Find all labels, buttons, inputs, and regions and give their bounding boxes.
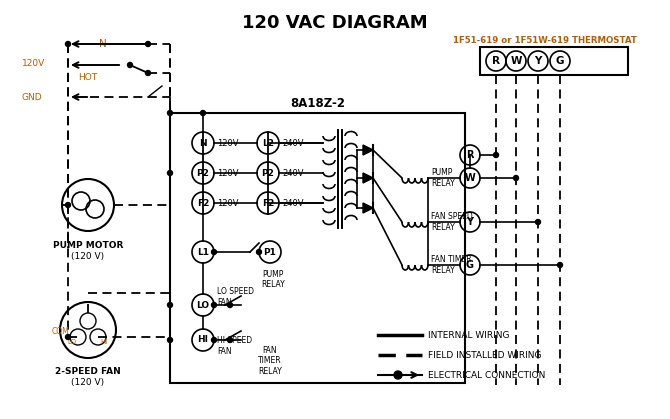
Circle shape [212, 249, 216, 254]
Text: F2: F2 [262, 199, 274, 207]
Text: INTERNAL WIRING: INTERNAL WIRING [428, 331, 509, 339]
Text: P1: P1 [263, 248, 277, 256]
Circle shape [557, 262, 563, 267]
Circle shape [228, 337, 232, 342]
FancyBboxPatch shape [480, 47, 628, 75]
Circle shape [168, 303, 172, 308]
Text: LO: LO [68, 339, 76, 345]
Text: 240V: 240V [282, 139, 304, 147]
Circle shape [535, 220, 541, 225]
Circle shape [394, 371, 402, 379]
Text: G: G [555, 56, 564, 66]
Polygon shape [363, 173, 373, 183]
Circle shape [145, 41, 151, 47]
Text: N: N [99, 39, 107, 49]
Text: 120V: 120V [22, 59, 46, 67]
Text: LO SPEED
FAN: LO SPEED FAN [217, 287, 254, 307]
Circle shape [66, 202, 70, 207]
Circle shape [66, 334, 70, 339]
Text: HI: HI [100, 339, 108, 345]
Text: Y: Y [534, 56, 541, 66]
Circle shape [257, 249, 261, 254]
FancyBboxPatch shape [170, 113, 465, 383]
Text: N: N [199, 139, 207, 147]
Text: 2-SPEED FAN: 2-SPEED FAN [55, 367, 121, 376]
Text: Y: Y [466, 217, 474, 227]
Text: (120 V): (120 V) [72, 378, 105, 387]
Text: FAN
TIMER
RELAY: FAN TIMER RELAY [258, 346, 282, 376]
Text: COM: COM [51, 326, 69, 336]
Text: F2: F2 [197, 199, 209, 207]
Text: 240V: 240V [282, 168, 304, 178]
Text: 8A18Z-2: 8A18Z-2 [291, 96, 346, 109]
Text: 120V: 120V [217, 199, 239, 207]
Text: W: W [464, 173, 476, 183]
Text: (120 V): (120 V) [72, 252, 105, 261]
Circle shape [168, 337, 172, 342]
Text: 120V: 120V [217, 139, 239, 147]
Circle shape [200, 111, 206, 116]
Text: HI: HI [198, 336, 208, 344]
Text: LO: LO [196, 300, 210, 310]
Text: R: R [492, 56, 500, 66]
Text: 120V: 120V [217, 168, 239, 178]
Text: PUMP MOTOR: PUMP MOTOR [53, 241, 123, 250]
Text: GND: GND [22, 93, 43, 101]
Polygon shape [363, 203, 373, 213]
Text: W: W [511, 56, 522, 66]
Text: G: G [466, 260, 474, 270]
Text: P2: P2 [196, 168, 210, 178]
Text: P2: P2 [261, 168, 275, 178]
Circle shape [212, 337, 216, 342]
Text: FIELD INSTALLED WIRING: FIELD INSTALLED WIRING [428, 351, 541, 360]
Text: FAN SPEED
RELAY: FAN SPEED RELAY [431, 212, 473, 232]
Circle shape [66, 41, 70, 47]
Circle shape [513, 176, 519, 181]
Circle shape [212, 303, 216, 308]
Text: L1: L1 [197, 248, 209, 256]
Text: HI SPEED
FAN: HI SPEED FAN [217, 336, 252, 356]
Circle shape [127, 62, 133, 67]
Text: R: R [466, 150, 474, 160]
Text: HOT: HOT [78, 72, 98, 82]
Circle shape [494, 153, 498, 158]
Text: PUMP
RELAY: PUMP RELAY [261, 270, 285, 290]
Circle shape [145, 70, 151, 75]
Text: 120 VAC DIAGRAM: 120 VAC DIAGRAM [242, 14, 428, 32]
Circle shape [168, 111, 172, 116]
Text: 240V: 240V [282, 199, 304, 207]
Text: L2: L2 [262, 139, 274, 147]
Text: 1F51-619 or 1F51W-619 THERMOSTAT: 1F51-619 or 1F51W-619 THERMOSTAT [453, 36, 637, 44]
Text: FAN TIMER
RELAY: FAN TIMER RELAY [431, 255, 472, 275]
Text: ELECTRICAL CONNECTION: ELECTRICAL CONNECTION [428, 370, 545, 380]
Polygon shape [363, 145, 373, 155]
Circle shape [168, 171, 172, 176]
Circle shape [228, 303, 232, 308]
Text: PUMP
RELAY: PUMP RELAY [431, 168, 455, 188]
